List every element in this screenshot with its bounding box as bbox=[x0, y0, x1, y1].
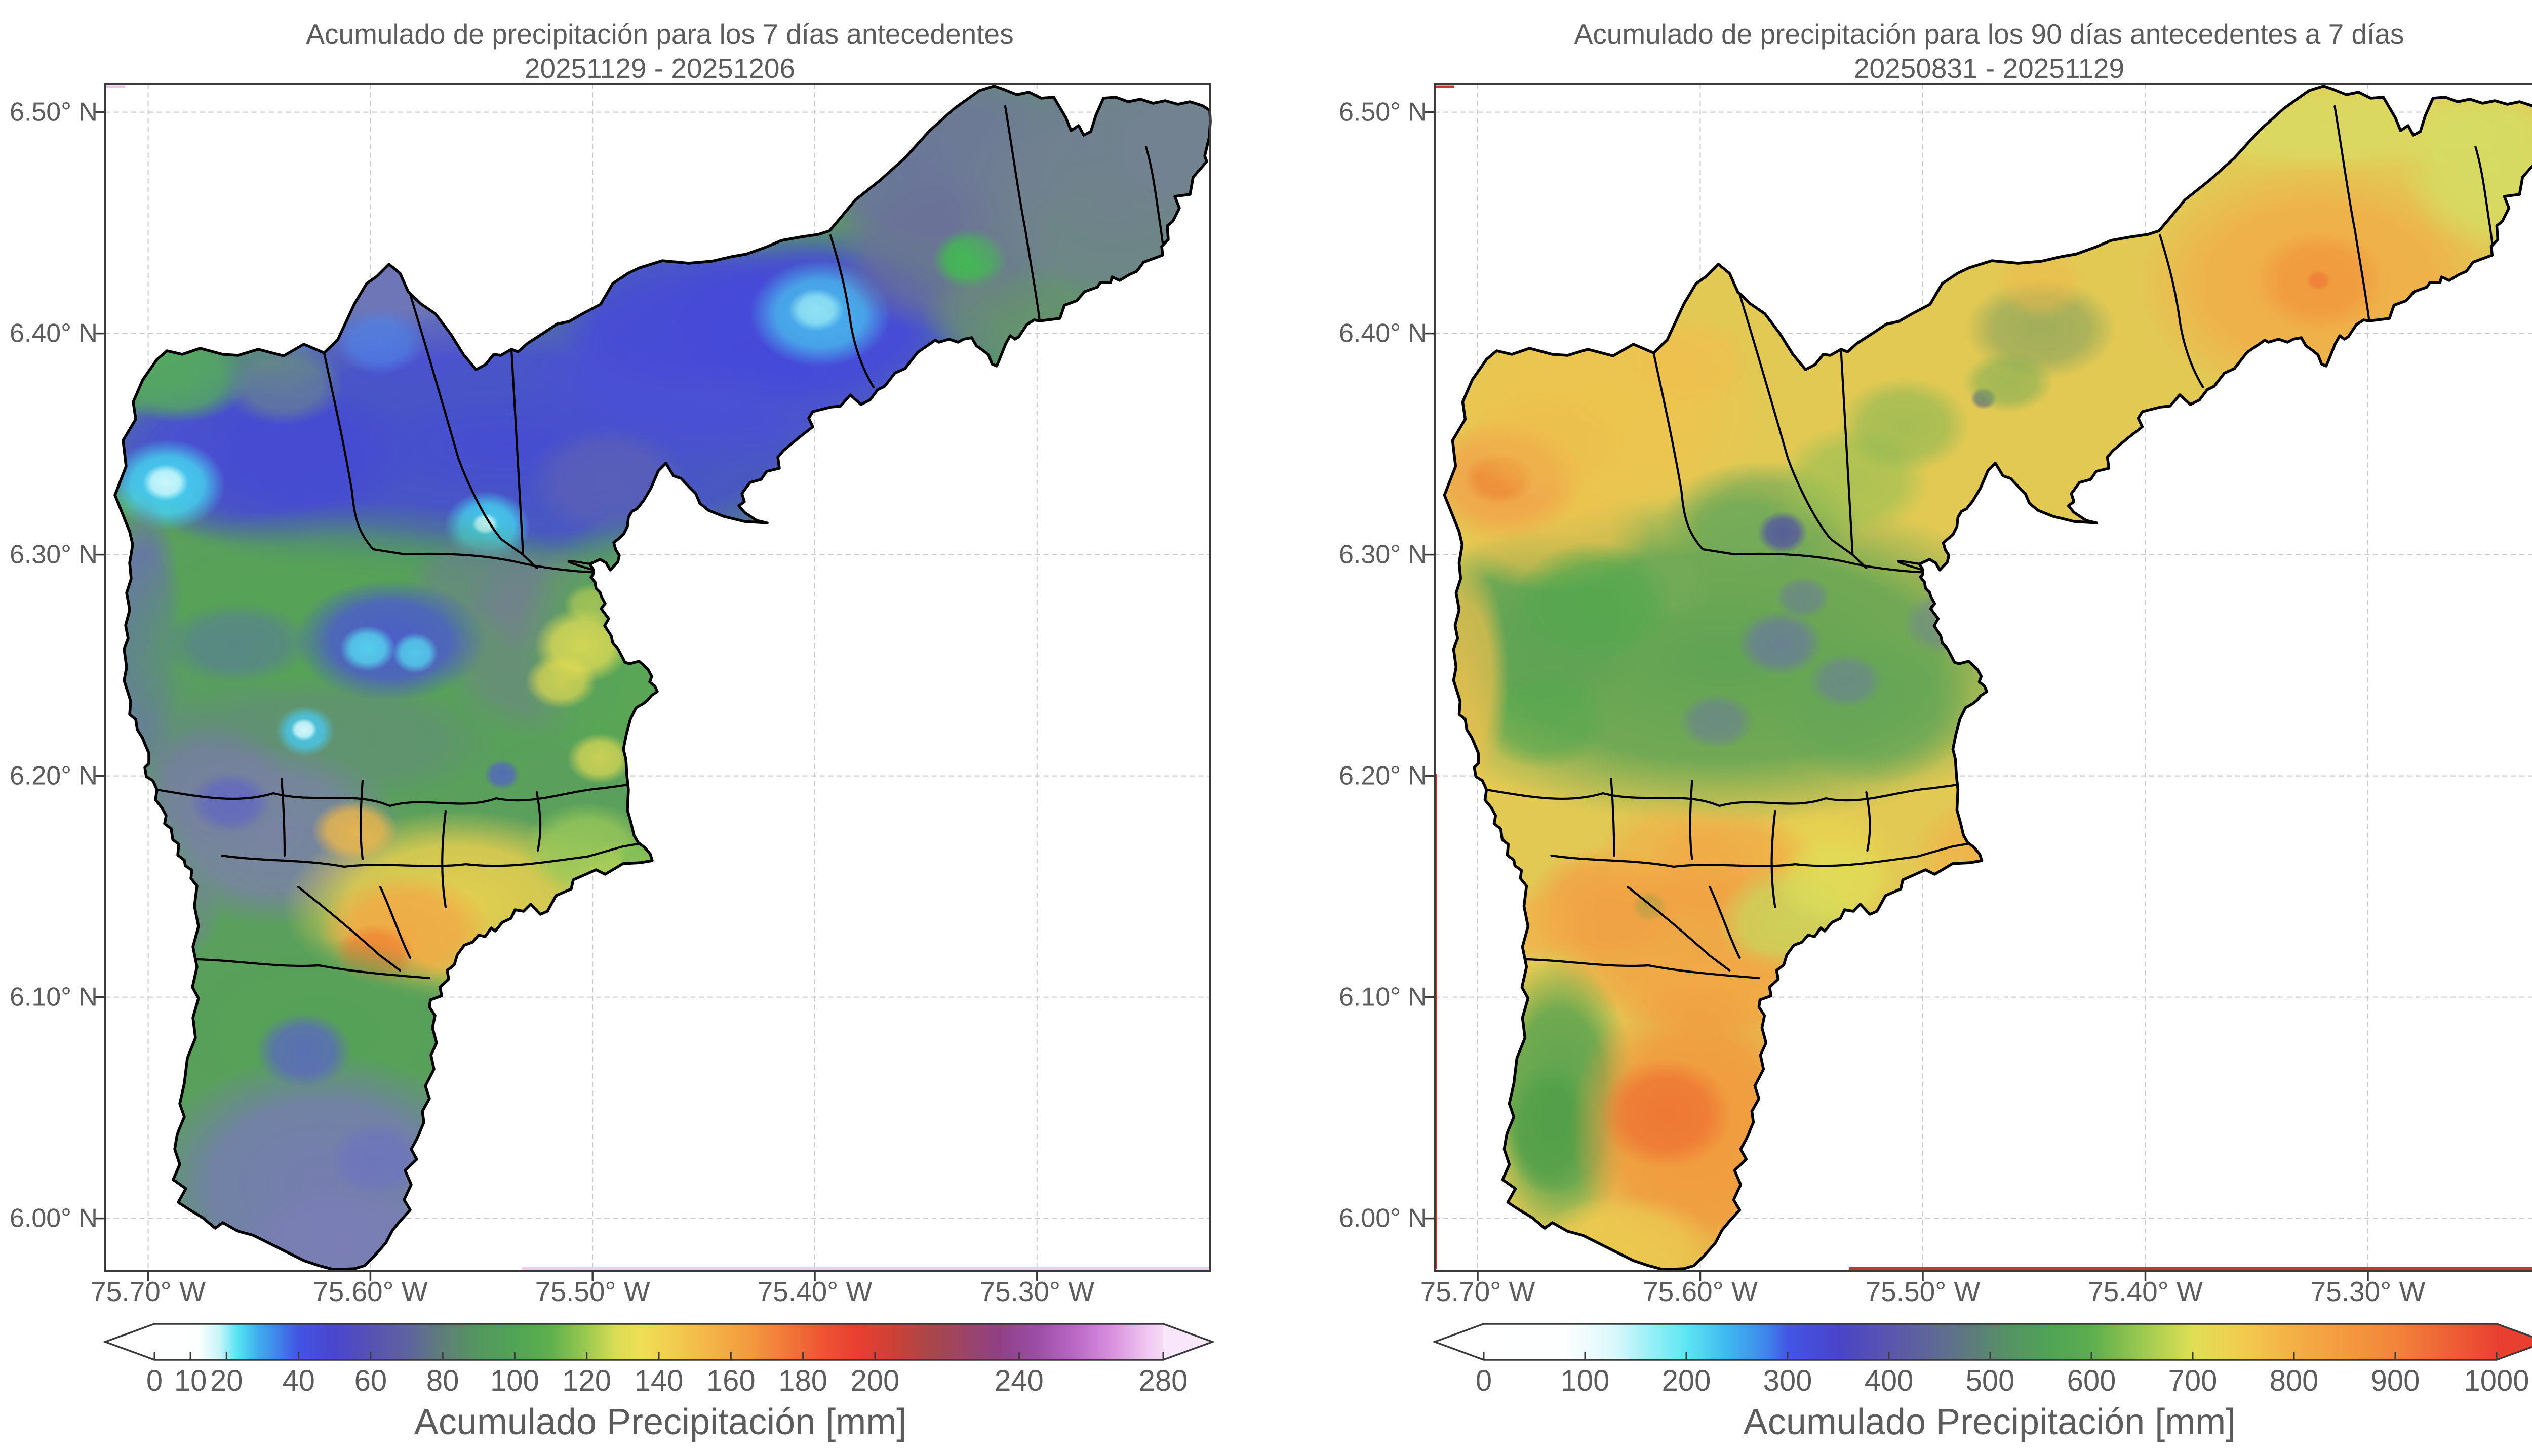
svg-text:6.00° N: 6.00° N bbox=[10, 1204, 98, 1233]
svg-text:75.40° W: 75.40° W bbox=[758, 1276, 873, 1307]
svg-text:6.00° N: 6.00° N bbox=[1339, 1204, 1427, 1233]
svg-text:75.60° W: 75.60° W bbox=[313, 1276, 428, 1307]
svg-text:75.70° W: 75.70° W bbox=[91, 1276, 206, 1307]
svg-text:140: 140 bbox=[635, 1364, 684, 1397]
svg-text:75.40° W: 75.40° W bbox=[2088, 1276, 2203, 1307]
svg-text:20250831 - 20251129: 20250831 - 20251129 bbox=[1854, 53, 2124, 84]
svg-text:60: 60 bbox=[354, 1364, 387, 1397]
svg-text:6.10° N: 6.10° N bbox=[10, 983, 98, 1012]
svg-text:600: 600 bbox=[2067, 1364, 2116, 1397]
svg-text:500: 500 bbox=[1966, 1364, 2015, 1397]
svg-text:6.10° N: 6.10° N bbox=[1339, 983, 1427, 1012]
svg-text:900: 900 bbox=[2371, 1364, 2420, 1397]
svg-text:300: 300 bbox=[1763, 1364, 1812, 1397]
svg-text:80: 80 bbox=[426, 1364, 459, 1397]
svg-text:40: 40 bbox=[282, 1364, 315, 1397]
svg-text:6.20° N: 6.20° N bbox=[10, 761, 98, 791]
svg-text:120: 120 bbox=[562, 1364, 611, 1397]
svg-text:800: 800 bbox=[2270, 1364, 2319, 1397]
svg-text:6.40° N: 6.40° N bbox=[10, 319, 98, 348]
svg-text:75.50° W: 75.50° W bbox=[535, 1276, 650, 1307]
svg-text:180: 180 bbox=[778, 1364, 827, 1397]
svg-text:200: 200 bbox=[1662, 1364, 1711, 1397]
svg-text:6.30° N: 6.30° N bbox=[10, 540, 98, 570]
svg-text:75.70° W: 75.70° W bbox=[1420, 1276, 1535, 1307]
svg-text:700: 700 bbox=[2168, 1364, 2218, 1397]
svg-text:6.50° N: 6.50° N bbox=[1339, 98, 1427, 127]
svg-text:75.30° W: 75.30° W bbox=[979, 1276, 1094, 1307]
svg-text:160: 160 bbox=[706, 1364, 756, 1397]
svg-text:100: 100 bbox=[490, 1364, 539, 1397]
svg-text:Acumulado de precipitación par: Acumulado de precipitación para los 7 dí… bbox=[306, 18, 1013, 50]
svg-text:75.30° W: 75.30° W bbox=[2311, 1276, 2426, 1307]
svg-text:1000: 1000 bbox=[2464, 1364, 2529, 1397]
svg-text:75.60° W: 75.60° W bbox=[1643, 1276, 1758, 1307]
svg-text:20251129 - 20251206: 20251129 - 20251206 bbox=[525, 53, 795, 84]
svg-text:0: 0 bbox=[146, 1364, 163, 1397]
svg-text:6.30° N: 6.30° N bbox=[1339, 540, 1427, 570]
svg-text:400: 400 bbox=[1865, 1364, 1914, 1397]
svg-text:6.20° N: 6.20° N bbox=[1339, 761, 1427, 791]
svg-text:Acumulado Precipitación [mm]: Acumulado Precipitación [mm] bbox=[414, 1402, 906, 1442]
svg-text:20: 20 bbox=[210, 1364, 243, 1397]
svg-text:6.50° N: 6.50° N bbox=[10, 98, 98, 127]
svg-text:280: 280 bbox=[1139, 1364, 1188, 1397]
svg-text:100: 100 bbox=[1561, 1364, 1610, 1397]
svg-text:Acumulado de precipitación par: Acumulado de precipitación para los 90 d… bbox=[1574, 18, 2404, 50]
svg-text:Acumulado Precipitación [mm]: Acumulado Precipitación [mm] bbox=[1744, 1402, 2236, 1442]
svg-text:10: 10 bbox=[174, 1364, 207, 1397]
svg-text:200: 200 bbox=[851, 1364, 900, 1397]
svg-text:240: 240 bbox=[995, 1364, 1044, 1397]
svg-text:6.40° N: 6.40° N bbox=[1339, 319, 1427, 348]
svg-text:0: 0 bbox=[1476, 1364, 1492, 1397]
svg-text:75.50° W: 75.50° W bbox=[1866, 1276, 1981, 1307]
